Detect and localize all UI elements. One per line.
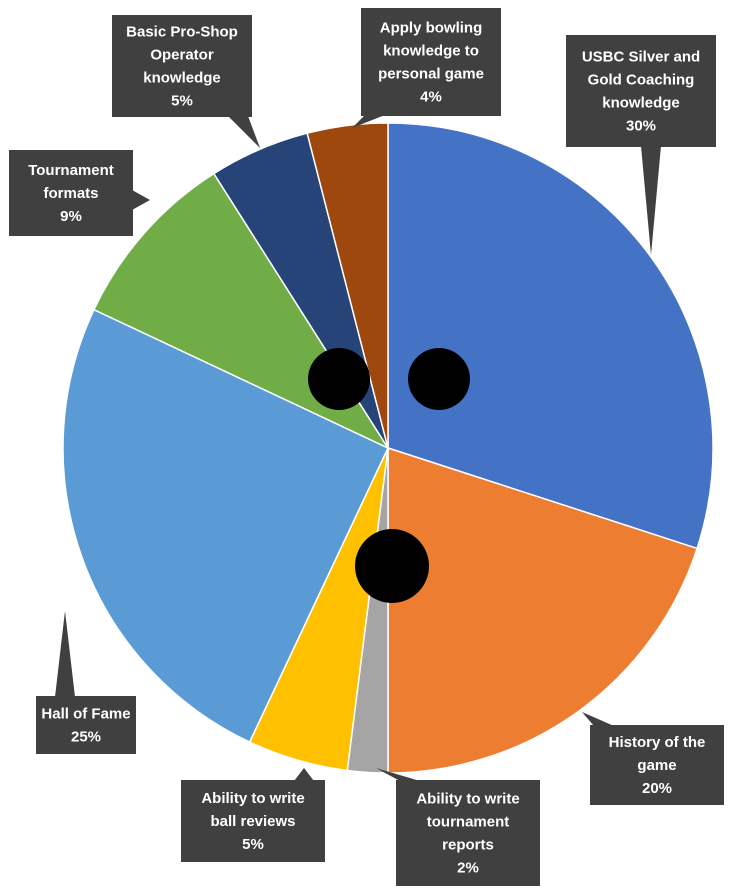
callout-pointer — [294, 768, 314, 781]
data-label-percent: 25% — [71, 729, 101, 746]
pie-slices — [62, 122, 714, 774]
data-label-category: Ability to write — [201, 790, 304, 807]
pie-slice-history-of-the-game — [387, 446, 699, 774]
data-label-category: Ability to write — [416, 791, 519, 808]
data-label-category: USBC Silver and — [582, 49, 700, 66]
data-label-percent: 20% — [642, 780, 672, 797]
callout-pointer — [641, 146, 661, 255]
pie-slice-apply-bowling-knowledge-to-personal-game — [306, 122, 389, 449]
callout-box — [9, 150, 133, 236]
callout-box — [112, 15, 252, 117]
data-label-category: Operator — [150, 47, 214, 64]
callout-pointer — [582, 712, 614, 726]
pie-slice-usbc-silver-and-gold-coaching-knowledge — [387, 122, 714, 550]
data-label-category: History of the — [609, 734, 706, 751]
callout-box — [361, 8, 501, 116]
data-label-percent: 9% — [60, 208, 82, 225]
data-label-percent: 5% — [171, 93, 193, 110]
data-label-category: ball reviews — [210, 813, 295, 830]
callout-history-of-the-game: History of the game 20% — [582, 712, 724, 805]
callout-box — [396, 780, 540, 886]
callout-box — [36, 696, 136, 754]
data-label-category: reports — [442, 837, 494, 854]
data-label-percent: 2% — [457, 860, 479, 877]
callout-pointer — [55, 611, 75, 697]
callout-ability-to-write-ball-reviews: Ability to write ball reviews 5% — [181, 768, 325, 862]
data-label-category: Basic Pro-Shop — [126, 24, 238, 41]
callout-apply-bowling-knowledge-to-personal-game: Apply bowling knowledge to personal game 4% — [352, 8, 501, 128]
pie-slice-hall-of-fame — [62, 308, 389, 744]
data-label-category: Apply bowling — [380, 20, 483, 37]
data-label-category: Hall of Fame — [41, 706, 130, 723]
data-label-category: knowledge to — [383, 43, 479, 60]
callout-box — [181, 780, 325, 862]
data-label-percent: 30% — [626, 118, 656, 135]
callout-pointer — [228, 116, 260, 148]
finger-holes — [308, 348, 470, 603]
callout-pointer — [132, 190, 150, 210]
data-label-callouts: USBC Silver and Gold Coaching knowledge 30%… — [9, 8, 724, 886]
data-label-percent: 5% — [242, 836, 264, 853]
data-label-category: knowledge — [602, 95, 680, 112]
finger-hole-left — [308, 348, 370, 410]
data-label-category: game — [637, 757, 676, 774]
data-label-percent: 4% — [420, 89, 442, 106]
data-label-category: Gold Coaching — [588, 72, 695, 89]
callout-basic-pro-shop-operator-knowledge: Basic Pro-Shop Operator knowledge 5% — [112, 15, 260, 148]
callout-usbc-silver-and-gold-coaching-knowledge: USBC Silver and Gold Coaching knowledge 30% — [566, 35, 716, 255]
data-label-category: tournament — [427, 814, 510, 831]
callout-pointer — [352, 115, 385, 128]
callout-ability-to-write-tournament-reports: Ability to write tournament reports 2% — [376, 768, 540, 886]
data-label-category: personal game — [378, 66, 484, 83]
finger-hole-thumb — [355, 529, 429, 603]
callout-hall-of-fame: Hall of Fame 25% — [36, 611, 136, 754]
callout-box — [590, 725, 724, 805]
data-label-category: formats — [43, 185, 98, 202]
callout-box — [566, 35, 716, 147]
finger-hole-right — [408, 348, 470, 410]
data-label-category: Tournament — [28, 162, 114, 179]
callout-tournament-formats: Tournament formats 9% — [9, 150, 150, 236]
callout-pointer — [376, 768, 420, 781]
data-label-category: knowledge — [143, 70, 221, 87]
